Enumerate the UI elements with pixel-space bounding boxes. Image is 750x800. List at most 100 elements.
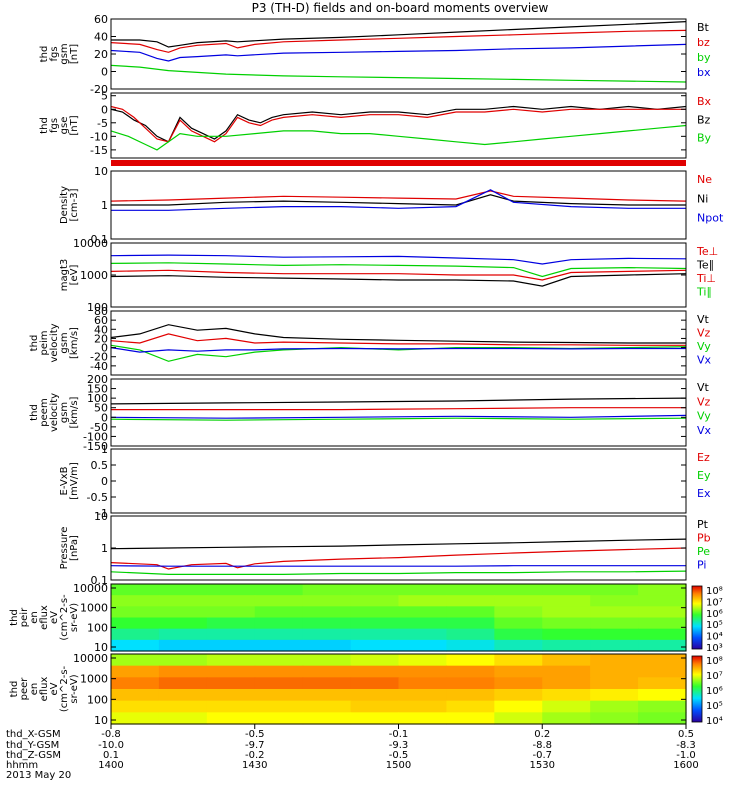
x-tick-label: -0.1	[389, 729, 409, 740]
heatmap-cell	[638, 595, 687, 607]
y-tick-label: 40	[94, 323, 108, 336]
y-tick-label: 0	[101, 411, 108, 424]
heatmap-cell	[302, 677, 352, 690]
y-tick-label: 10	[94, 641, 108, 654]
y-axis-label: en	[29, 683, 40, 696]
heatmap-cell	[158, 639, 208, 652]
heatmap-cell	[446, 665, 495, 678]
heatmap-cell	[206, 617, 256, 630]
y-tick-label: -10	[90, 130, 108, 143]
y-axis-label: velocity	[49, 393, 60, 432]
y-tick-label: 10	[94, 714, 108, 727]
heatmap-cell	[398, 689, 448, 702]
y-axis-label: peim	[39, 330, 50, 355]
y-axis-label: thd	[29, 335, 40, 352]
panel-frame	[110, 170, 687, 240]
series-line-Ti∥	[110, 262, 687, 278]
x-tick-label: -9.7	[245, 740, 265, 751]
heatmap-cell	[158, 617, 208, 630]
panel-frame	[110, 310, 687, 376]
heatmap-cell	[111, 689, 160, 702]
heatmap-cell	[254, 665, 304, 678]
separator-bar	[111, 160, 686, 166]
heatmap-cell	[494, 677, 543, 690]
heatmap-cell	[542, 665, 591, 678]
x-tick-label: -0.5	[245, 729, 265, 740]
heatmap-cell	[542, 639, 591, 652]
heatmap-cell	[350, 584, 400, 596]
heatmap-cell	[254, 639, 304, 652]
y-tick-label: 10000	[73, 582, 108, 595]
heatmap-cell	[590, 654, 639, 667]
x-tick-label: -0.5	[389, 750, 409, 761]
panel-6: 1 0.5 0 -0.5 -1 E-VxB [mV/m] Ez Ey Ex	[59, 443, 711, 520]
legend-label: Vx	[697, 354, 712, 367]
legend-label: Ne	[697, 173, 712, 186]
heatmap-cell	[446, 654, 495, 667]
heatmap-cell	[350, 595, 400, 607]
heatmap-cell	[398, 606, 448, 619]
panel-frame	[110, 583, 687, 652]
series-line-bx	[110, 64, 687, 83]
legend-label: Ni	[697, 192, 708, 205]
y-axis-label: gsm	[59, 332, 70, 353]
y-tick-label: 100	[87, 693, 108, 706]
heatmap-cell	[206, 665, 256, 678]
y-tick-label: 1000	[80, 673, 108, 686]
y-tick-label: 0	[101, 66, 108, 79]
heatmap-cell	[542, 595, 591, 607]
y-tick-label: 5	[101, 90, 108, 103]
y-tick-label: 0.5	[91, 459, 109, 472]
heatmap-cell	[111, 617, 160, 630]
series-line-Te∥	[110, 273, 687, 287]
heatmap-cell	[111, 595, 160, 607]
y-axis-label: eflux	[39, 677, 50, 702]
heatmap-cell	[254, 584, 304, 596]
y-tick-label: -20	[90, 83, 108, 96]
y-axis-label: gsm	[59, 402, 70, 423]
y-axis-label: en	[29, 611, 40, 624]
series-line-Ti⊥	[110, 254, 687, 265]
heatmap-cell	[446, 595, 495, 607]
y-tick-label: 20	[94, 48, 108, 61]
legend-label: bx	[697, 66, 711, 79]
panel-frame	[110, 378, 687, 447]
heatmap-cell	[590, 700, 639, 713]
heatmap-cell	[542, 654, 591, 667]
heatmap-cell	[158, 700, 208, 713]
panel-9: 10⁸ 10⁷ 10⁶ 10⁵ 10⁴ 10000 1000 100 10 thd peer en ef…	[9, 652, 723, 727]
heatmap-cell	[494, 639, 543, 652]
y-axis-label: thd	[9, 609, 20, 626]
legend-label: Vz	[697, 395, 711, 408]
heatmap-cell	[494, 595, 543, 607]
heatmap-cell	[638, 606, 687, 619]
heatmap-cell	[158, 689, 208, 702]
legend-label: Vz	[697, 327, 711, 340]
series-line-Bx	[110, 105, 686, 143]
heatmap-cell	[350, 677, 400, 690]
y-axis-label: sr-eV)	[69, 603, 80, 632]
legend-label: Vy	[697, 410, 711, 423]
legend-label: Pb	[697, 532, 711, 545]
heatmap-cell	[158, 654, 208, 667]
y-axis-label: velocity	[49, 323, 60, 362]
legend-label: Bx	[697, 95, 712, 108]
y-tick-label: -15	[90, 144, 108, 157]
y-axis-label: [eV]	[69, 265, 80, 286]
series-line-Vz	[110, 333, 686, 346]
heatmap-cell	[302, 595, 352, 607]
heatmap-cell	[446, 639, 495, 652]
y-tick-label: 0.1	[91, 233, 109, 246]
heatmap-cell	[638, 617, 687, 630]
heatmap-cell	[158, 584, 208, 596]
heatmap-cell	[206, 654, 256, 667]
y-axis-label: fgs	[49, 46, 60, 61]
x-tick-label: 1430	[242, 760, 267, 771]
heatmap-cell	[398, 665, 448, 678]
heatmap-cell	[638, 677, 687, 690]
heatmap-cell	[302, 689, 352, 702]
legend-label: Ti∥	[696, 286, 712, 299]
y-tick-label: 0	[101, 475, 108, 488]
